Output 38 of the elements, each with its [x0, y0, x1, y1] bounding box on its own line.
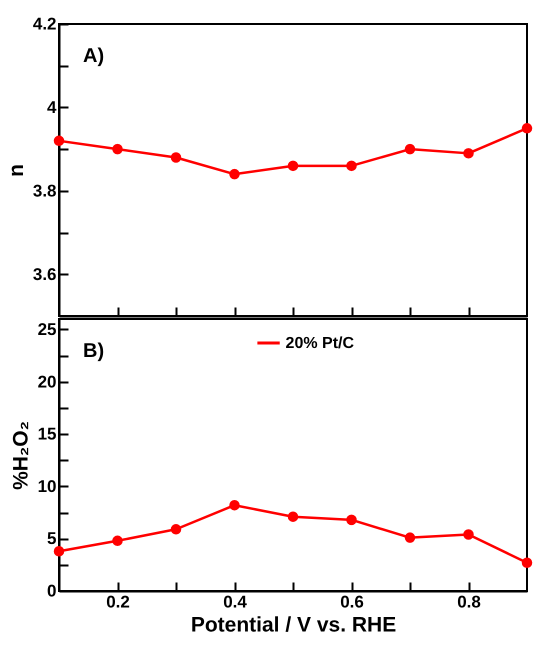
x-tick-label: 0.8	[457, 592, 481, 612]
point	[346, 514, 357, 526]
y-tick-label: 25	[38, 320, 56, 339]
y-tick-label: 3.8	[32, 181, 56, 200]
point	[522, 123, 532, 134]
point	[170, 152, 182, 163]
y-tick-label: 10	[38, 476, 56, 496]
y-tick-label: 15	[38, 424, 56, 444]
x-tick-label: 0.2	[106, 592, 130, 612]
x-tick-label: 0.4	[223, 592, 248, 612]
y-tick-label: 4	[47, 98, 58, 117]
point	[229, 168, 240, 180]
annotation: B)	[83, 340, 104, 362]
point	[288, 511, 298, 522]
x-axis-title: Potential / V vs. RHE	[190, 614, 396, 636]
point	[522, 558, 532, 568]
y-tick-label: 3.6	[32, 264, 56, 284]
point	[112, 536, 123, 546]
annotation: A)	[83, 45, 104, 67]
point	[404, 532, 416, 543]
point	[404, 144, 416, 154]
point	[229, 500, 240, 510]
y-axis-title: %H₂O₂	[10, 421, 33, 490]
point	[463, 529, 474, 540]
point	[288, 160, 298, 172]
point	[54, 136, 64, 146]
point	[54, 546, 64, 556]
y-tick-label: 5	[47, 529, 56, 548]
point	[346, 160, 357, 172]
y-tick-label: 4.2	[32, 14, 56, 34]
legend-label: 20% Pt/C	[286, 335, 354, 352]
point	[112, 144, 123, 154]
x-tick-label: 0.6	[340, 592, 364, 612]
y-axis-title: n	[4, 164, 28, 177]
point	[170, 524, 182, 535]
y-tick-label: 0	[47, 582, 56, 600]
point	[463, 148, 474, 159]
y-tick-label: 20	[38, 372, 56, 392]
